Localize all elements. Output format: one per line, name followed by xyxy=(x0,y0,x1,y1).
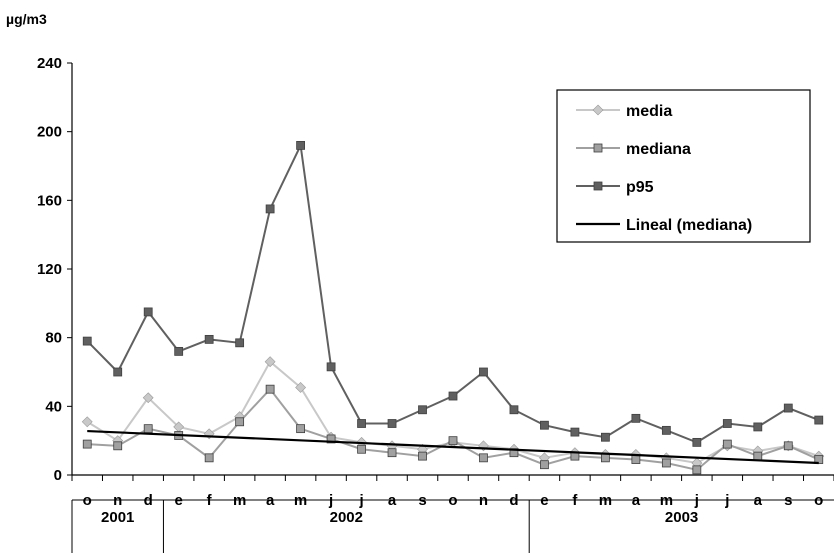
legend-label: mediana xyxy=(626,141,691,158)
data-point xyxy=(204,453,214,463)
data-point xyxy=(265,384,275,394)
legend-item: media xyxy=(576,103,672,120)
data-point xyxy=(295,382,307,393)
data-point xyxy=(601,453,610,463)
y-tick-label: 0 xyxy=(54,467,62,484)
data-point xyxy=(235,417,245,427)
series-group xyxy=(81,140,825,475)
series-media xyxy=(81,356,825,469)
y-axis-label: µg/m3 xyxy=(6,11,47,27)
data-point xyxy=(142,392,154,404)
data-point xyxy=(326,362,336,372)
data-point xyxy=(448,436,458,446)
series-p95 xyxy=(82,140,824,447)
legend-box xyxy=(556,89,811,243)
series-mediana xyxy=(82,384,824,475)
data-point xyxy=(174,346,184,356)
data-point xyxy=(814,415,824,425)
y-tick-label: 40 xyxy=(45,398,62,415)
y-tick-label: 120 xyxy=(37,261,62,278)
data-point xyxy=(722,439,732,449)
data-point xyxy=(692,465,702,475)
data-point xyxy=(357,444,366,454)
trend-line xyxy=(87,429,819,465)
legend-marker xyxy=(593,143,603,153)
legend-label: Lineal (mediana) xyxy=(626,217,752,234)
data-point xyxy=(722,419,732,428)
year-label: 2001 xyxy=(101,509,134,526)
data-point xyxy=(418,405,427,415)
legend: media mediana p95 Lineal (mediana) xyxy=(556,89,811,243)
data-point xyxy=(81,416,93,428)
data-point xyxy=(601,432,610,442)
legend-marker xyxy=(593,181,603,191)
data-point xyxy=(113,367,123,377)
data-point xyxy=(479,453,488,463)
data-point xyxy=(661,458,671,468)
year-label: 2002 xyxy=(330,509,363,526)
y-tick-label: 160 xyxy=(37,192,62,209)
data-point xyxy=(357,419,366,428)
data-point xyxy=(570,427,580,437)
data-point xyxy=(783,441,793,451)
data-point xyxy=(143,424,153,434)
data-point xyxy=(204,334,214,344)
data-point xyxy=(296,424,306,434)
data-point xyxy=(265,204,275,214)
data-point xyxy=(631,413,641,423)
data-point xyxy=(418,451,427,461)
legend-item: Lineal (mediana) xyxy=(576,217,752,234)
data-point xyxy=(387,448,397,458)
data-point xyxy=(540,420,549,430)
data-point xyxy=(479,367,488,377)
data-point xyxy=(692,437,702,447)
y-tick-label: 80 xyxy=(45,330,62,347)
data-point xyxy=(264,356,276,368)
legend-marker xyxy=(592,104,604,116)
legend-item: p95 xyxy=(576,179,654,196)
data-point xyxy=(235,338,245,348)
series-lineal-mediana xyxy=(87,429,819,465)
data-point xyxy=(82,336,92,346)
legend-label: p95 xyxy=(626,179,654,196)
data-point xyxy=(509,405,519,415)
data-point xyxy=(753,422,763,432)
data-point xyxy=(661,425,671,435)
data-point xyxy=(296,140,306,150)
data-point xyxy=(387,419,397,428)
data-point xyxy=(143,307,153,317)
y-tick-label: 240 xyxy=(37,55,62,72)
data-point xyxy=(631,455,641,464)
data-point xyxy=(113,441,123,451)
data-point xyxy=(783,403,793,413)
x-axis: ondefmamjjasondefmamjjaso200120022003 xyxy=(71,474,834,553)
data-point xyxy=(753,451,763,461)
data-point xyxy=(540,460,549,470)
legend-label: media xyxy=(626,103,672,120)
y-tick-label: 200 xyxy=(37,124,62,141)
data-point xyxy=(326,434,336,444)
data-point xyxy=(448,391,458,401)
data-point xyxy=(82,439,92,449)
data-point xyxy=(814,455,824,464)
legend-item: mediana xyxy=(576,141,691,158)
year-label: 2003 xyxy=(665,509,698,526)
y-axis: 0 40 80 120 160 200 240 xyxy=(37,55,73,484)
